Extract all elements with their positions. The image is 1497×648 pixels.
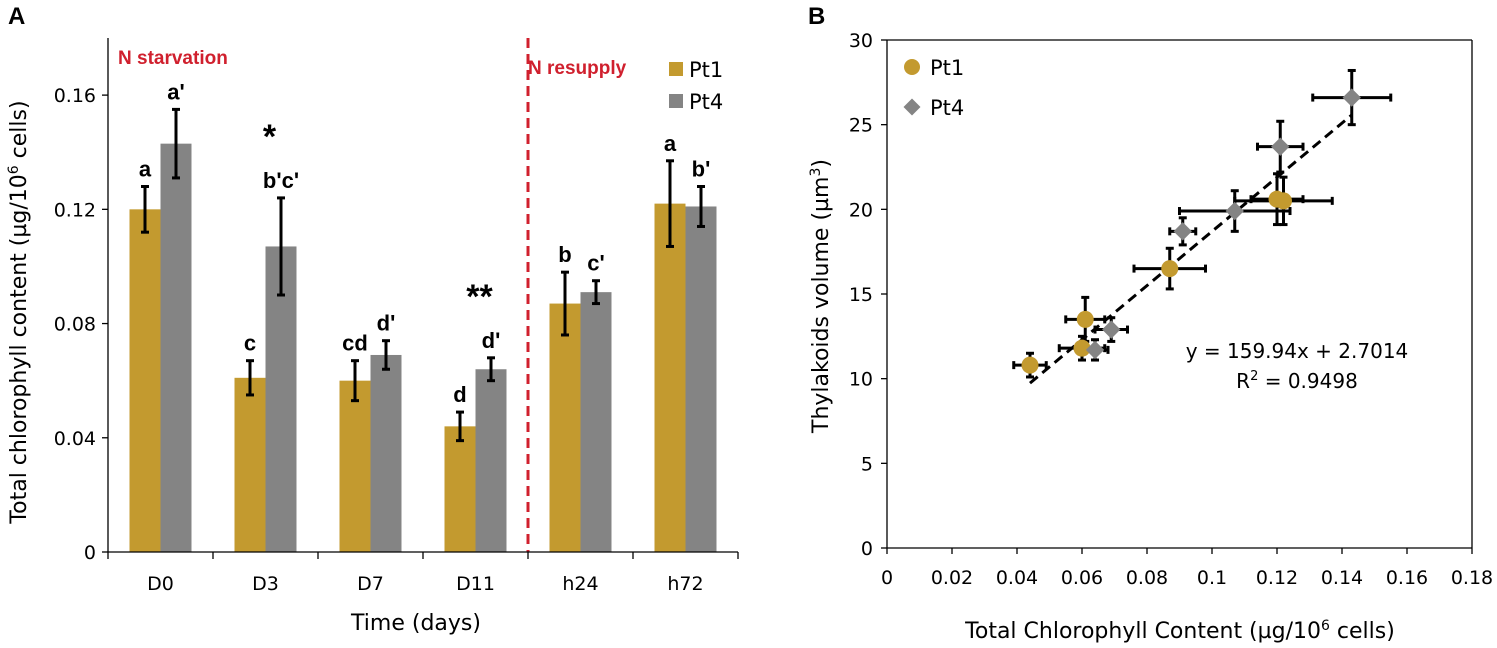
y-ticks-a: 0 0.04 0.08 0.12 0.16 <box>54 85 108 564</box>
x-tick-label-b-5: 0.1 <box>1197 567 1227 589</box>
x-tick-label-b-4: 0.08 <box>1126 567 1168 589</box>
sig-letter-pt1-d3: c <box>244 331 256 356</box>
sig-letter-pt1-d0: a <box>139 156 152 181</box>
x-tick-label-a-h24: h24 <box>562 573 598 595</box>
legend-pt4-label: Pt4 <box>689 90 723 114</box>
y-tick-label-b-0: 0 <box>861 538 873 560</box>
x-tick-label-b-3: 0.06 <box>1061 567 1103 589</box>
x-tick-label-a-d3: D3 <box>252 573 279 595</box>
legend-pt1-marker <box>904 59 920 75</box>
sig-letter-pt4-h24: c' <box>587 251 604 276</box>
legend-pt4-label-b: Pt4 <box>930 96 964 120</box>
panel-a-letter: A <box>8 3 25 30</box>
point-pt1-3 <box>1021 356 1039 374</box>
point-pt4-3 <box>1173 222 1192 241</box>
point-pt1-2 <box>1073 339 1091 357</box>
panel-a-bar-chart: A aa'cb'c'cdd'dd'b c'ab'*** N starvation … <box>6 3 739 636</box>
sig-letter-pt1-d11: d <box>453 382 466 407</box>
bar-pt1-d11 <box>444 426 476 552</box>
point-pt4-0 <box>1342 88 1361 107</box>
errorbar-group <box>141 107 705 443</box>
regression-equation: y = 159.94x + 2.7014 <box>1186 339 1409 363</box>
y-axis-title-b: Thylakoids volume (µm3) <box>808 159 834 434</box>
point-pt1-1 <box>1076 310 1094 328</box>
bar-pt4-d3 <box>265 246 297 552</box>
x-tick-label-a-d7: D7 <box>357 573 384 595</box>
point-pt4-2 <box>1225 201 1244 221</box>
sig-letter-pt4-h72: b' <box>692 156 711 181</box>
point-pt4-1 <box>1271 137 1290 156</box>
x-tick-label-b-8: 0.16 <box>1386 567 1428 589</box>
n-resupply-label: N resupply <box>528 58 627 79</box>
sig-letter-pt1-h24: b <box>558 242 571 267</box>
x-ticks-b: 0 0.02 0.04 0.06 0.08 0.1 0.12 0.14 0.16 0.18 <box>881 548 1493 589</box>
panel-b-letter: B <box>808 3 825 30</box>
bar-pt1-h72 <box>654 203 686 552</box>
x-tick-label-a-d11: D11 <box>456 573 495 595</box>
legend-pt1-label-b: Pt1 <box>930 56 964 80</box>
point-pt4-5 <box>1085 340 1105 360</box>
x-tick-label-b-2: 0.04 <box>996 567 1038 589</box>
scatter-points <box>1021 88 1361 374</box>
y-tick-label-b-4: 20 <box>849 199 873 221</box>
legend-pt1-label: Pt1 <box>689 58 723 82</box>
point-pt1-4 <box>1161 260 1179 278</box>
y-tick-label-a-2: 0.08 <box>54 314 96 336</box>
y-tick-label-b-5: 25 <box>849 115 873 137</box>
sig-letter-pt4-d3: b'c' <box>263 168 299 193</box>
y-tick-label-b-1: 5 <box>861 453 873 475</box>
sig-letter-pt4-d0: a' <box>167 79 184 104</box>
y-tick-label-b-2: 10 <box>849 369 873 391</box>
legend-b: Pt1 Pt4 <box>903 56 964 120</box>
y-tick-label-a-3: 0.12 <box>54 199 96 221</box>
n-starvation-label: N starvation <box>118 48 228 69</box>
x-axis-title-a: Time (days) <box>350 611 481 636</box>
bar-pt1-d0 <box>129 209 161 553</box>
legend-pt1-swatch <box>669 62 683 76</box>
x-ticks-a: D0 D3 D7 D11 h24 h72 <box>107 552 739 595</box>
bar-group <box>129 143 717 553</box>
sig-letter-pt1-h72: a <box>664 131 677 156</box>
bar-pt4-d0 <box>160 143 192 552</box>
point-pt1-5 <box>1275 192 1292 210</box>
y-tick-label-a-1: 0.04 <box>54 428 96 450</box>
x-tick-label-a-h72: h72 <box>667 573 703 595</box>
y-tick-label-b-6: 30 <box>849 30 873 52</box>
r-squared: R2 = 0.9498 <box>1236 369 1358 393</box>
x-tick-label-b-1: 0.02 <box>931 567 973 589</box>
y-ticks-b: 0 5 10 15 20 25 30 <box>849 30 887 560</box>
y-tick-label-a-4: 0.16 <box>54 85 96 107</box>
bar-pt1-h24 <box>549 303 581 552</box>
legend-a: Pt1 Pt4 <box>669 58 723 114</box>
x-tick-label-b-6: 0.12 <box>1256 567 1298 589</box>
bar-pt4-d7 <box>370 354 402 552</box>
y-axis-title-a: Total chlorophyll content (µg/106 cells) <box>6 100 32 524</box>
x-tick-label-b-9: 0.18 <box>1451 567 1493 589</box>
bar-pt1-d3 <box>234 377 266 552</box>
significance-letters: aa'cb'c'cdd'dd'b c'ab'*** <box>139 79 710 407</box>
sig-letter-pt4-d7: d' <box>377 311 396 336</box>
trendline <box>1029 113 1353 385</box>
bar-pt4-h24 <box>580 292 612 552</box>
sig-letter-pt1-d7: cd <box>342 331 368 356</box>
y-tick-label-b-3: 15 <box>849 284 873 306</box>
legend-pt4-marker <box>903 98 921 116</box>
scatter-errorbars <box>1012 68 1393 379</box>
significance-star-d11: ** <box>466 278 493 316</box>
x-tick-label-b-7: 0.14 <box>1321 567 1363 589</box>
bar-pt4-h72 <box>685 206 717 552</box>
bar-pt1-d7 <box>339 380 371 552</box>
sig-letter-pt4-d11: d' <box>482 328 501 353</box>
x-axis-title-b: Total Chlorophyll Content (µg/106 cells) <box>964 618 1395 644</box>
x-tick-label-a-d0: D0 <box>147 573 174 595</box>
bar-pt4-d11 <box>475 369 507 552</box>
x-tick-label-b-0: 0 <box>881 567 893 589</box>
point-pt4-4 <box>1102 320 1121 339</box>
y-tick-label-a-0: 0 <box>84 542 96 564</box>
significance-star-d3: * <box>263 118 277 156</box>
legend-pt4-swatch <box>669 94 683 108</box>
